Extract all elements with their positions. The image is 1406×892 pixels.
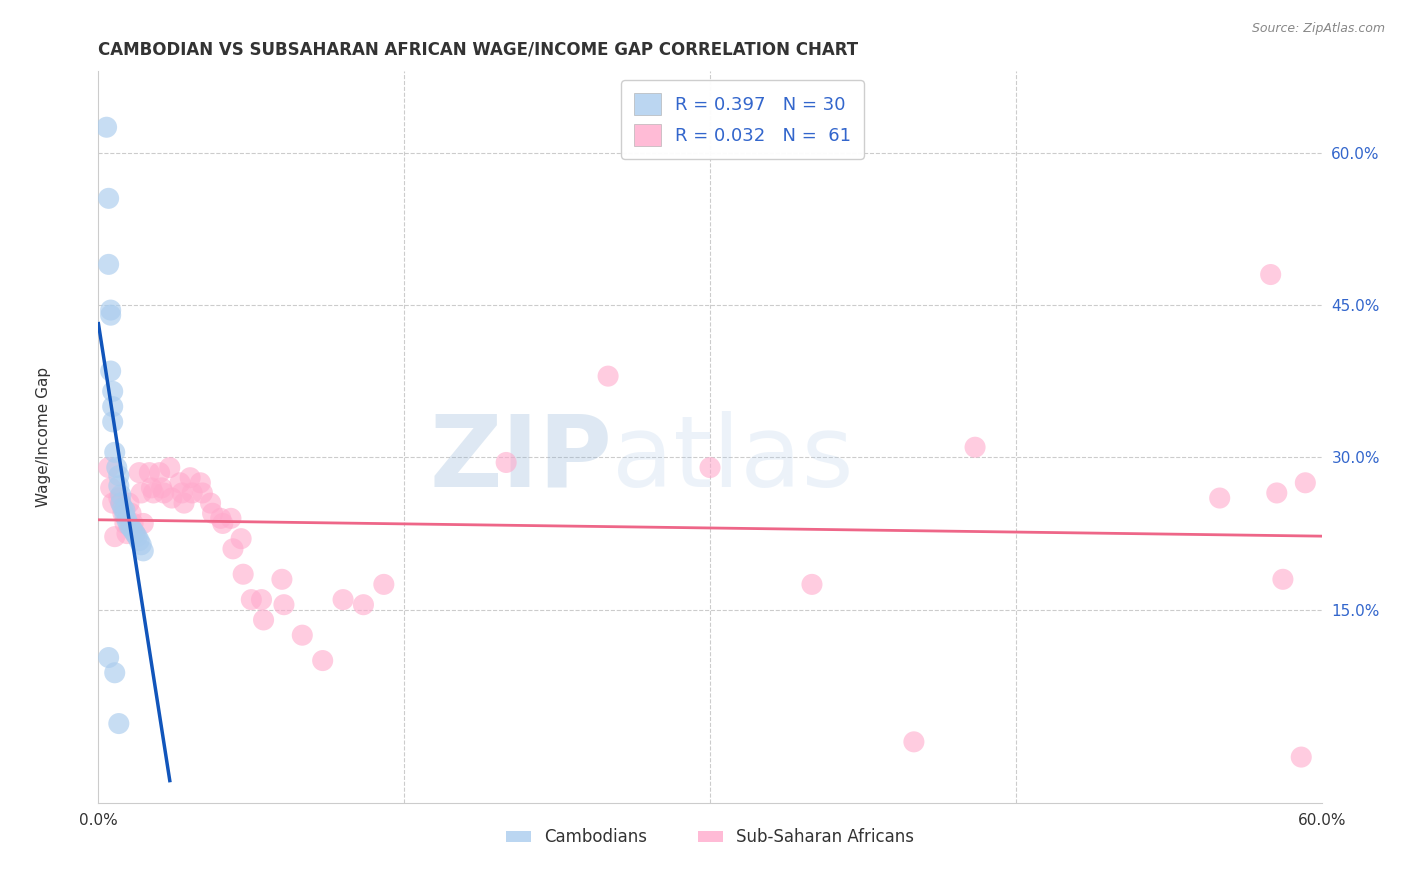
Point bbox=[97, 257, 120, 271]
Point bbox=[200, 496, 222, 510]
Text: ZIP: ZIP bbox=[429, 410, 612, 508]
Point bbox=[352, 598, 374, 612]
Point bbox=[114, 516, 136, 531]
Point bbox=[1291, 750, 1313, 764]
Point bbox=[209, 511, 232, 525]
Point bbox=[699, 460, 721, 475]
Point bbox=[222, 541, 245, 556]
Point bbox=[120, 506, 142, 520]
Point bbox=[108, 491, 131, 505]
Point bbox=[101, 384, 124, 399]
Text: atlas: atlas bbox=[612, 410, 853, 508]
Point bbox=[124, 526, 146, 541]
Point bbox=[188, 475, 212, 490]
Point bbox=[191, 486, 214, 500]
Point bbox=[149, 466, 172, 480]
Point bbox=[97, 460, 120, 475]
Point bbox=[250, 592, 273, 607]
Point bbox=[110, 488, 132, 502]
Point bbox=[495, 455, 517, 469]
Point bbox=[211, 516, 233, 531]
Point bbox=[111, 501, 134, 516]
Point bbox=[142, 486, 165, 500]
Point bbox=[129, 486, 152, 500]
Point bbox=[240, 592, 263, 607]
Point bbox=[801, 577, 824, 591]
Point bbox=[132, 544, 155, 558]
Point bbox=[1260, 268, 1282, 282]
Point bbox=[219, 511, 242, 525]
Point bbox=[179, 471, 201, 485]
Point bbox=[141, 481, 163, 495]
Point bbox=[291, 628, 314, 642]
Point bbox=[1265, 486, 1288, 500]
Point bbox=[110, 496, 132, 510]
Point bbox=[120, 520, 142, 534]
Point bbox=[1294, 475, 1316, 490]
Point bbox=[127, 530, 149, 544]
Point bbox=[965, 440, 987, 454]
Point bbox=[173, 496, 195, 510]
Point bbox=[181, 486, 204, 500]
Point bbox=[108, 479, 131, 493]
Point bbox=[129, 538, 152, 552]
Point bbox=[100, 481, 122, 495]
Point bbox=[132, 516, 155, 531]
Point bbox=[122, 516, 145, 531]
Point bbox=[110, 496, 132, 510]
Point bbox=[252, 613, 274, 627]
Point bbox=[118, 496, 141, 510]
Point bbox=[231, 532, 253, 546]
Point bbox=[373, 577, 395, 591]
Point bbox=[104, 665, 127, 680]
Point bbox=[128, 533, 150, 548]
Point bbox=[115, 513, 138, 527]
Point bbox=[273, 598, 295, 612]
Point bbox=[108, 468, 131, 483]
Text: Source: ZipAtlas.com: Source: ZipAtlas.com bbox=[1251, 22, 1385, 36]
Point bbox=[108, 716, 131, 731]
Point bbox=[170, 486, 193, 500]
Point bbox=[332, 592, 354, 607]
Point bbox=[104, 445, 127, 459]
Text: Wage/Income Gap: Wage/Income Gap bbox=[37, 367, 51, 508]
Point bbox=[169, 475, 191, 490]
Point bbox=[97, 191, 120, 205]
Point bbox=[118, 518, 141, 533]
Point bbox=[104, 530, 127, 544]
Point bbox=[111, 506, 134, 520]
Point bbox=[97, 650, 120, 665]
Point bbox=[101, 415, 124, 429]
Point bbox=[159, 460, 181, 475]
Point bbox=[100, 364, 122, 378]
Point bbox=[96, 120, 118, 135]
Point bbox=[122, 524, 145, 538]
Point bbox=[312, 654, 335, 668]
Legend: Cambodians, Sub-Saharan Africans: Cambodians, Sub-Saharan Africans bbox=[499, 822, 921, 853]
Point bbox=[100, 303, 122, 318]
Point bbox=[150, 481, 173, 495]
Point bbox=[903, 735, 925, 749]
Text: CAMBODIAN VS SUBSAHARAN AFRICAN WAGE/INCOME GAP CORRELATION CHART: CAMBODIAN VS SUBSAHARAN AFRICAN WAGE/INC… bbox=[98, 41, 859, 59]
Point bbox=[105, 460, 128, 475]
Point bbox=[128, 466, 150, 480]
Point bbox=[114, 503, 136, 517]
Point bbox=[115, 526, 138, 541]
Point bbox=[101, 400, 124, 414]
Point bbox=[232, 567, 254, 582]
Point bbox=[160, 491, 183, 505]
Point bbox=[124, 526, 146, 541]
Point bbox=[101, 496, 124, 510]
Point bbox=[1209, 491, 1232, 505]
Point bbox=[100, 308, 122, 322]
Point bbox=[138, 466, 160, 480]
Point bbox=[1271, 572, 1294, 586]
Point bbox=[114, 508, 136, 523]
Point bbox=[201, 506, 224, 520]
Point bbox=[152, 486, 174, 500]
Point bbox=[270, 572, 294, 586]
Point bbox=[598, 369, 620, 384]
